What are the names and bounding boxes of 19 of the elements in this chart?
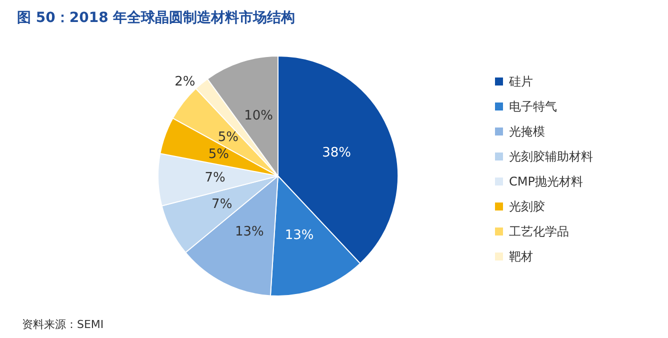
text: 资料来源：SEMI [22,318,104,331]
data-label: 5% [218,130,239,145]
legend-label: 光掩模 [509,124,545,138]
data-label: 38% [322,145,352,160]
legend-label: 光刻胶辅助材料 [509,150,593,164]
chart-title: 图 50：2018 年全球晶圆制造材料市场结构 [17,9,296,26]
data-label: 13% [234,224,264,240]
legend-label: 光刻胶 [509,200,545,214]
legend-label: CMP抛光材料 [509,174,583,188]
data-label: 7% [212,197,232,212]
legend-label: 硅片 [508,74,533,88]
legend-label: 电子特气 [509,100,557,114]
legend-label: 靶材 [509,250,533,264]
data-label: 13% [284,228,314,243]
legend-label: 工艺化学品 [509,224,569,238]
data-label: 7% [204,170,226,186]
data-label: 5% [208,147,230,162]
data-label: 2% [174,74,196,90]
data-label: 10% [244,108,273,124]
